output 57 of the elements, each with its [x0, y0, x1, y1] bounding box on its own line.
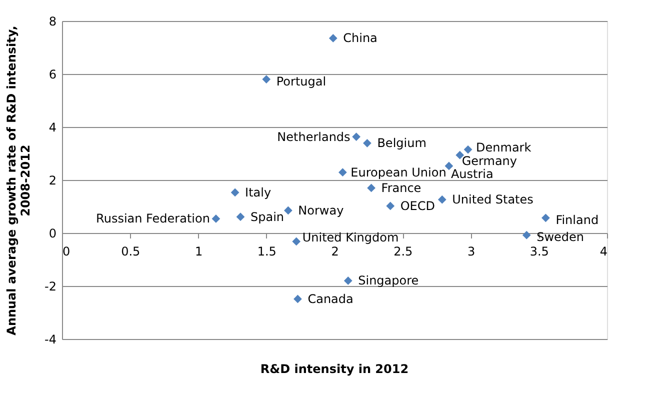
point: [542, 214, 550, 222]
point: [386, 202, 395, 210]
data-label: Denmark: [476, 140, 532, 155]
y-axis-title: Annual average growth rate of R&D intensity, 2008-2012: [4, 26, 33, 336]
point: [292, 237, 301, 246]
point: [284, 206, 292, 215]
data-label: Netherlands: [277, 130, 350, 144]
point: [456, 150, 464, 160]
x-tick-label: 2: [331, 244, 339, 258]
data-label: France: [381, 180, 422, 195]
point: [344, 276, 352, 285]
point: [328, 34, 338, 42]
point: [352, 132, 360, 141]
x-tick-label: 4: [600, 244, 608, 258]
point: [338, 168, 347, 176]
y-tick-label: 4: [48, 120, 56, 134]
y-tick-label: 0: [48, 226, 56, 240]
point: [438, 195, 446, 204]
x-tick-label: 2.5: [394, 244, 413, 258]
data-label: China: [343, 31, 378, 46]
data-label: Belgium: [377, 136, 426, 150]
y-tick-label: 6: [48, 68, 56, 82]
point: [522, 230, 531, 240]
data-label: OECD: [400, 198, 436, 213]
x-tick-label: 3: [467, 244, 476, 258]
data-label: Spain: [250, 210, 284, 224]
x-tick-label: 0.5: [121, 244, 140, 258]
point: [212, 214, 220, 223]
data-label: Russian Federation: [96, 212, 210, 226]
point: [236, 212, 245, 222]
y-tick-label: 2: [48, 174, 56, 188]
data-label: Austria: [450, 166, 494, 181]
data-label: Canada: [308, 292, 354, 306]
data-label: Portugal: [276, 74, 326, 88]
x-tick-label: 1: [194, 244, 203, 258]
point: [294, 294, 302, 304]
data-label: Germany: [462, 154, 518, 168]
x-tick-label: 0: [62, 244, 70, 258]
data-label: European Union: [350, 165, 446, 180]
x-tick-label: 1.5: [257, 244, 276, 258]
point: [230, 188, 240, 197]
y-tick-label: -2: [44, 280, 56, 294]
x-tick-label: 3.5: [530, 244, 549, 258]
y-tick-label: 8: [48, 14, 56, 28]
y-tick-label: -4: [44, 332, 56, 346]
point: [363, 138, 372, 148]
data-label: Italy: [245, 185, 272, 200]
point: [367, 184, 376, 192]
x-axis-title: R&D intensity in 2012: [260, 362, 409, 376]
data-label: Norway: [298, 203, 344, 218]
point: [262, 75, 271, 84]
point: [464, 145, 472, 154]
data-label: Sweden: [536, 230, 584, 244]
data-label: Finland: [556, 212, 599, 227]
data-label: United States: [452, 192, 534, 207]
data-label: Singapore: [358, 274, 419, 288]
data-label: United Kingdom: [302, 230, 399, 244]
